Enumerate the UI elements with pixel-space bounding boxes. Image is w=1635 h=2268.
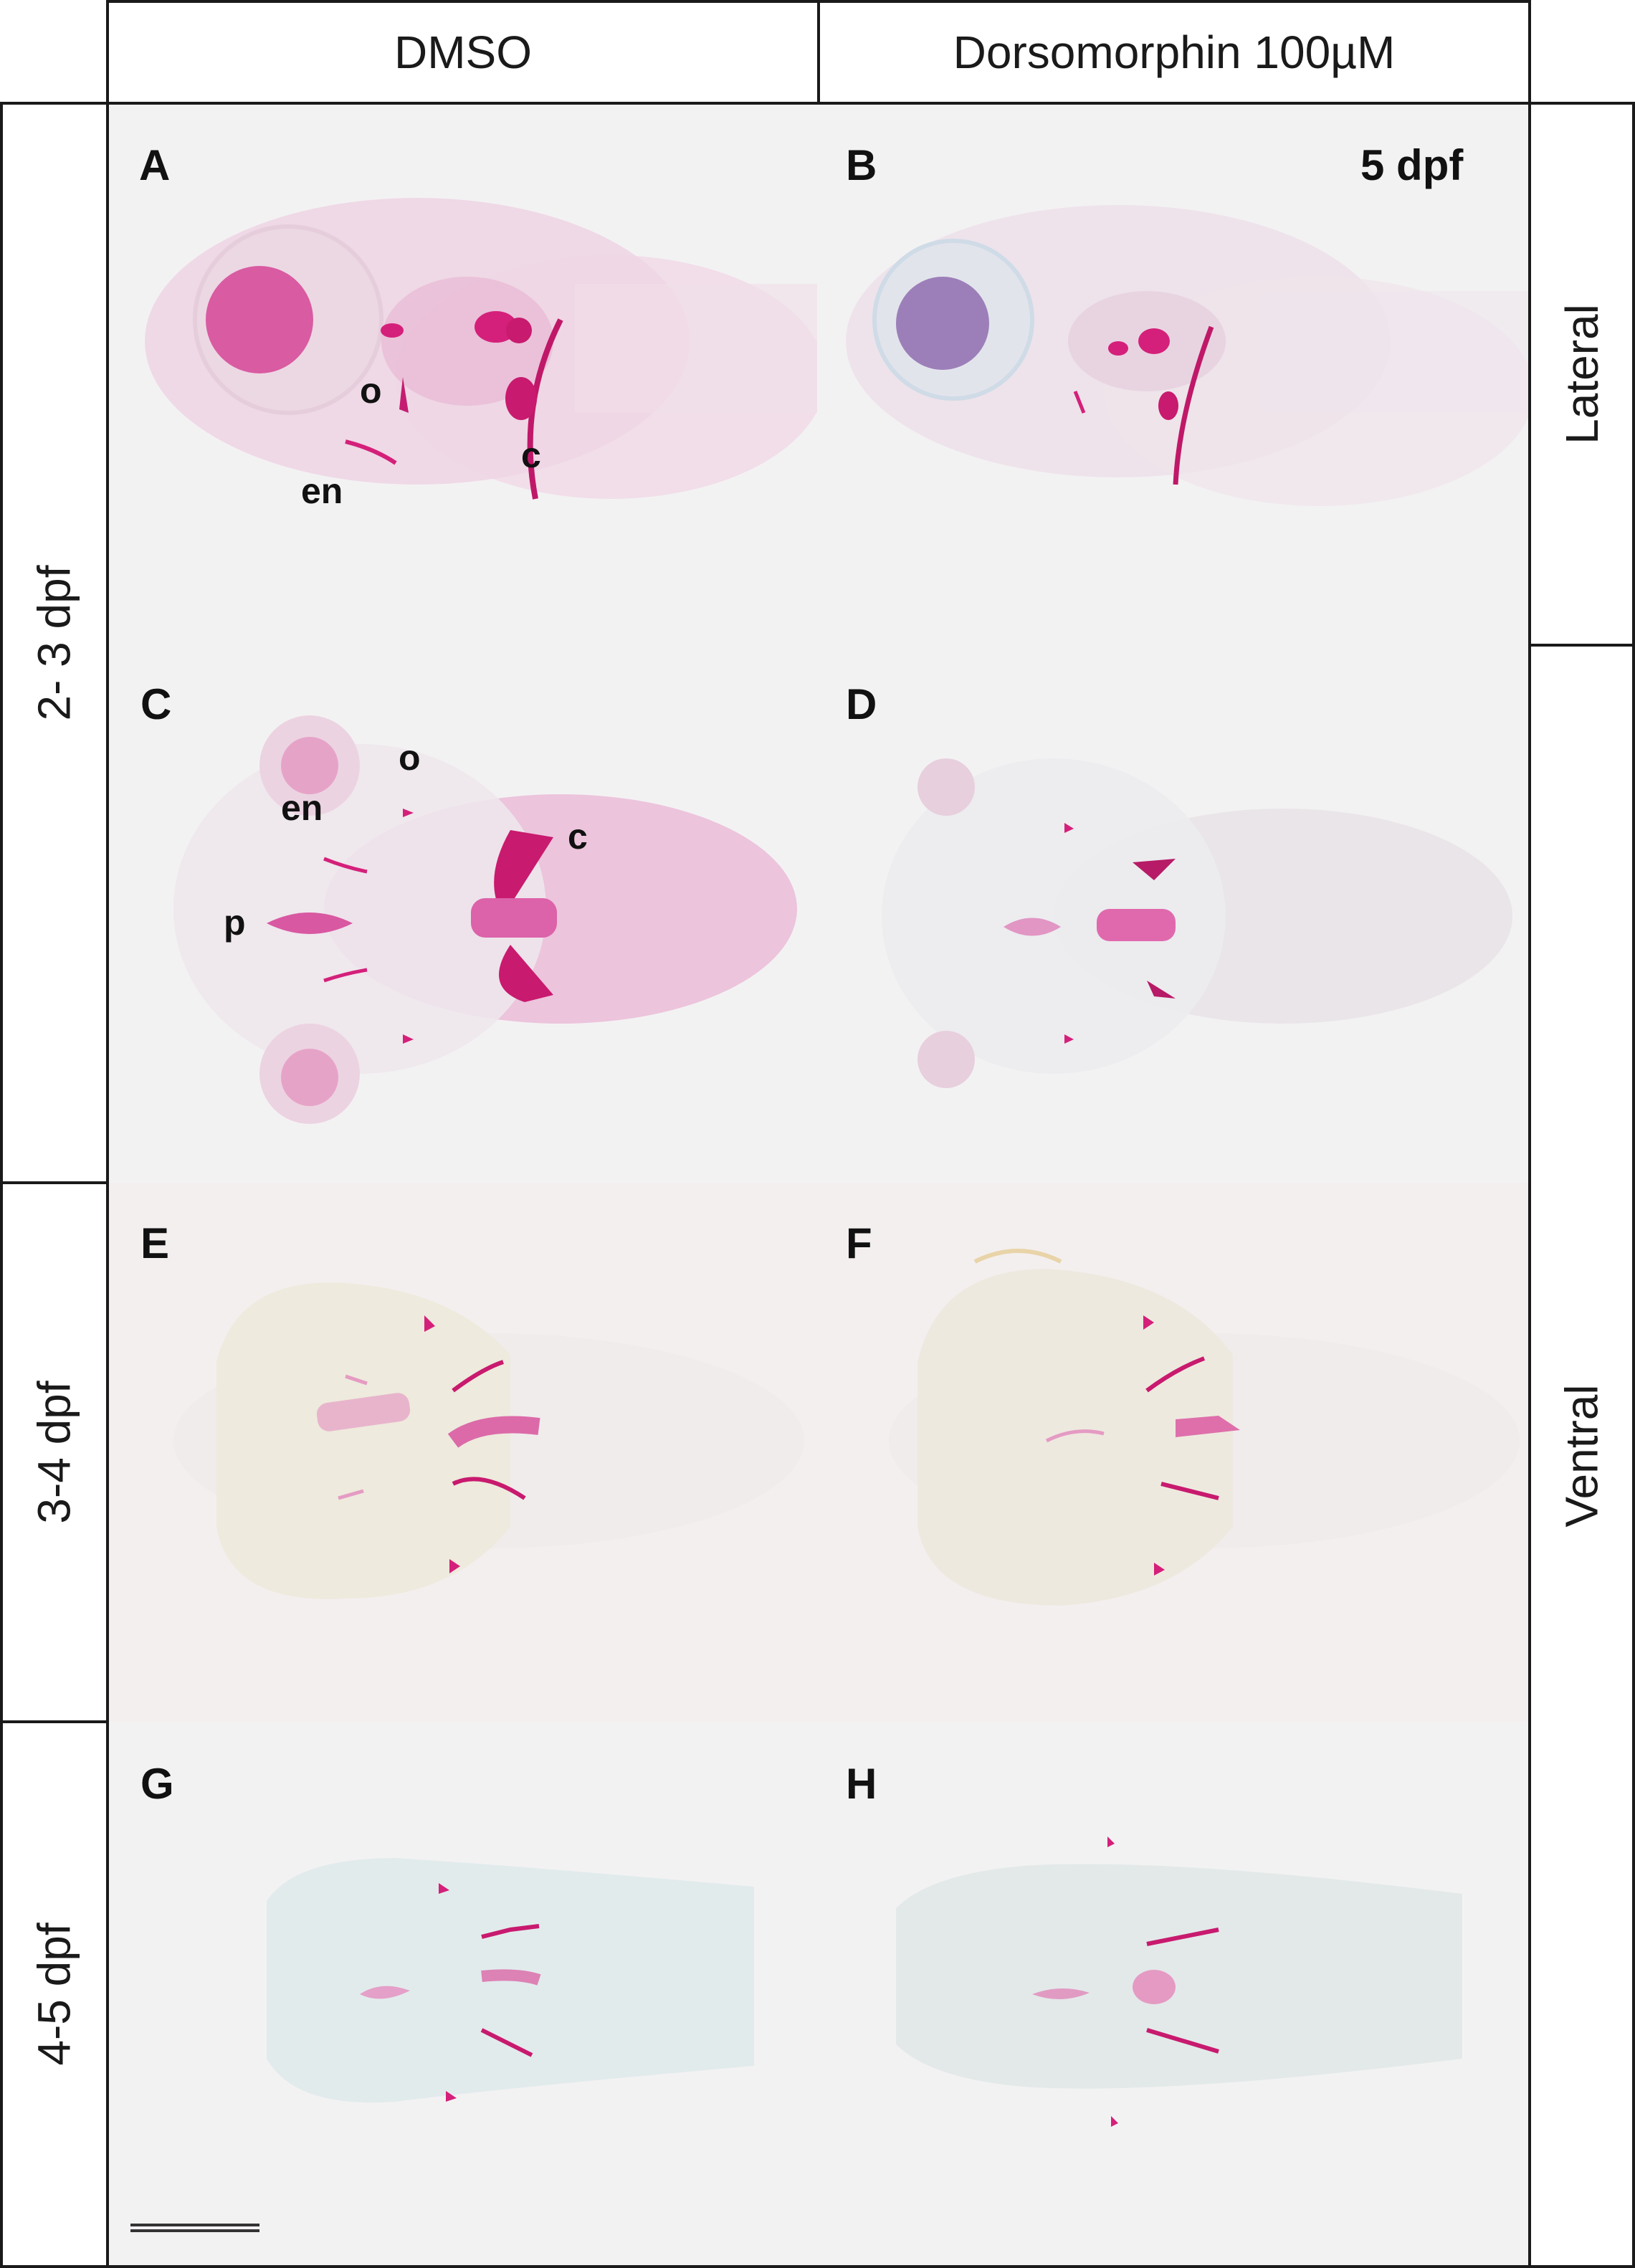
annotation-c-p: p [224, 902, 246, 943]
annotation-a-en: en [301, 471, 343, 511]
annotation-a-c: c [521, 435, 541, 475]
larva-ventral-dorsomorphin [882, 758, 1512, 1088]
larva-ventral-dorsomorphin-3-4dpf [889, 1249, 1520, 1606]
row-label-2-3dpf-text: 2- 3 dpf [29, 565, 80, 721]
larva-ventral-dmso [173, 715, 797, 1124]
panel-h-image: H [817, 1722, 1528, 2265]
row-label-3-4dpf-text: 3-4 dpf [29, 1381, 80, 1524]
panel-h-letter: H [846, 1760, 877, 1808]
row-label-4-5dpf: 4-5 dpf [0, 1720, 109, 2268]
row-label-2-3dpf: 2- 3 dpf [0, 102, 109, 1184]
panel-e-image: E [109, 1183, 817, 1722]
panel-d-letter: D [846, 680, 877, 728]
scale-bar [130, 2224, 259, 2232]
panel-g-letter: G [140, 1760, 174, 1808]
stage-label-5dpf: 5 dpf [1360, 141, 1464, 189]
column-header-dmso-label: DMSO [394, 27, 532, 78]
larva-ventral-dmso-3-4dpf [173, 1282, 804, 1599]
panel-d-image: D [817, 644, 1528, 1183]
column-header-dorsomorphin: Dorsomorphin 100µM [817, 0, 1531, 105]
larva-lateral-dmso [145, 198, 817, 500]
view-label-lateral: Lateral [1528, 102, 1635, 647]
larva-lateral-dorsomorphin [846, 205, 1528, 506]
column-header-dorsomorphin-label: Dorsomorphin 100µM [953, 27, 1396, 78]
annotation-c-o: o [399, 738, 421, 778]
column-header-dmso: DMSO [106, 0, 820, 105]
annotation-c-en: en [281, 788, 323, 828]
panel-f-image: F [817, 1183, 1528, 1722]
larva-ventral-dmso-4-5dpf [267, 1858, 754, 2103]
panel-g-image: G [109, 1722, 817, 2265]
annotation-a-o: o [360, 371, 382, 411]
row-label-4-5dpf-text: 4-5 dpf [29, 1922, 80, 2066]
panel-f-letter: F [846, 1219, 872, 1267]
view-label-lateral-text: Lateral [1555, 304, 1608, 444]
annotation-c-c: c [568, 816, 588, 857]
panel-a-letter: A [139, 141, 171, 189]
panel-e-letter: E [140, 1219, 170, 1267]
panel-b-image: B 5 dpf [817, 105, 1528, 644]
panel-a-image: A o c en [109, 105, 817, 644]
view-label-ventral-text: Ventral [1555, 1384, 1608, 1528]
larva-ventral-dorsomorphin-4-5dpf [896, 1836, 1462, 2127]
panel-c-image: C o en c p [109, 644, 817, 1183]
row-label-3-4dpf: 3-4 dpf [0, 1181, 109, 1723]
panel-b-letter: B [846, 141, 877, 189]
panel-c-letter: C [140, 680, 172, 728]
view-label-ventral: Ventral [1528, 644, 1635, 2268]
